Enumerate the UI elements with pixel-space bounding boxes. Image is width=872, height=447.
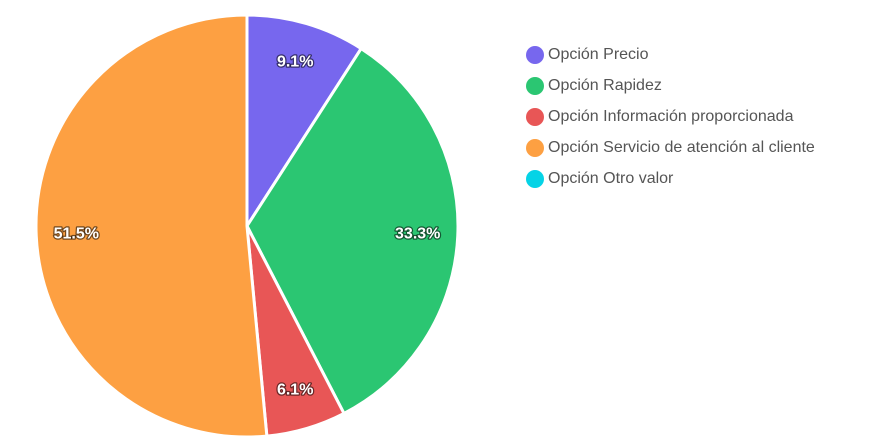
legend-swatch-icon [526, 138, 544, 157]
legend-label: Opción Servicio de atención al cliente [548, 138, 815, 156]
legend-label: Opción Otro valor [548, 169, 674, 187]
legend-item-2[interactable]: Opción Rapidez [526, 70, 815, 101]
pie-slice-1[interactable] [245, 13, 363, 228]
legend-swatch-icon [526, 76, 544, 95]
legend-item-3[interactable]: Opción Información proporcionada [526, 101, 815, 132]
legend-swatch-icon [526, 107, 544, 126]
legend-swatch-icon [526, 169, 544, 188]
pie-slice-4[interactable] [34, 13, 269, 439]
legend-item-5[interactable]: Opción Otro valor [526, 163, 815, 194]
slice-data-label-1: 9.1% [277, 54, 313, 71]
slice-data-label-4: 51.5% [54, 226, 99, 243]
slice-data-label-2: 33.3% [395, 226, 440, 243]
chart-legend: Opción Precio Opción Rapidez Opción Inform… [526, 39, 815, 194]
pie-slice-2[interactable] [245, 47, 460, 415]
legend-swatch-icon [526, 45, 544, 64]
legend-label: Opción Información proporcionada [548, 107, 794, 125]
slice-data-label-3: 6.1% [277, 381, 313, 398]
legend-item-1[interactable]: Opción Precio [526, 39, 815, 70]
legend-item-4[interactable]: Opción Servicio de atención al cliente [526, 132, 815, 163]
legend-label: Opción Precio [548, 45, 649, 63]
legend-label: Opción Rapidez [548, 76, 662, 94]
